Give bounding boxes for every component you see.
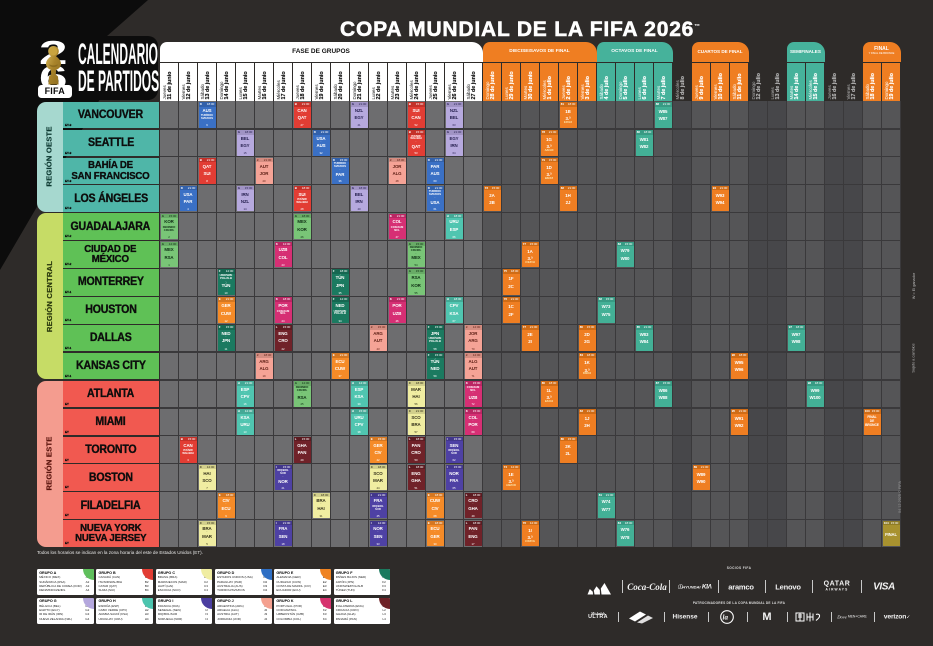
svg-text:la: la xyxy=(723,613,729,621)
